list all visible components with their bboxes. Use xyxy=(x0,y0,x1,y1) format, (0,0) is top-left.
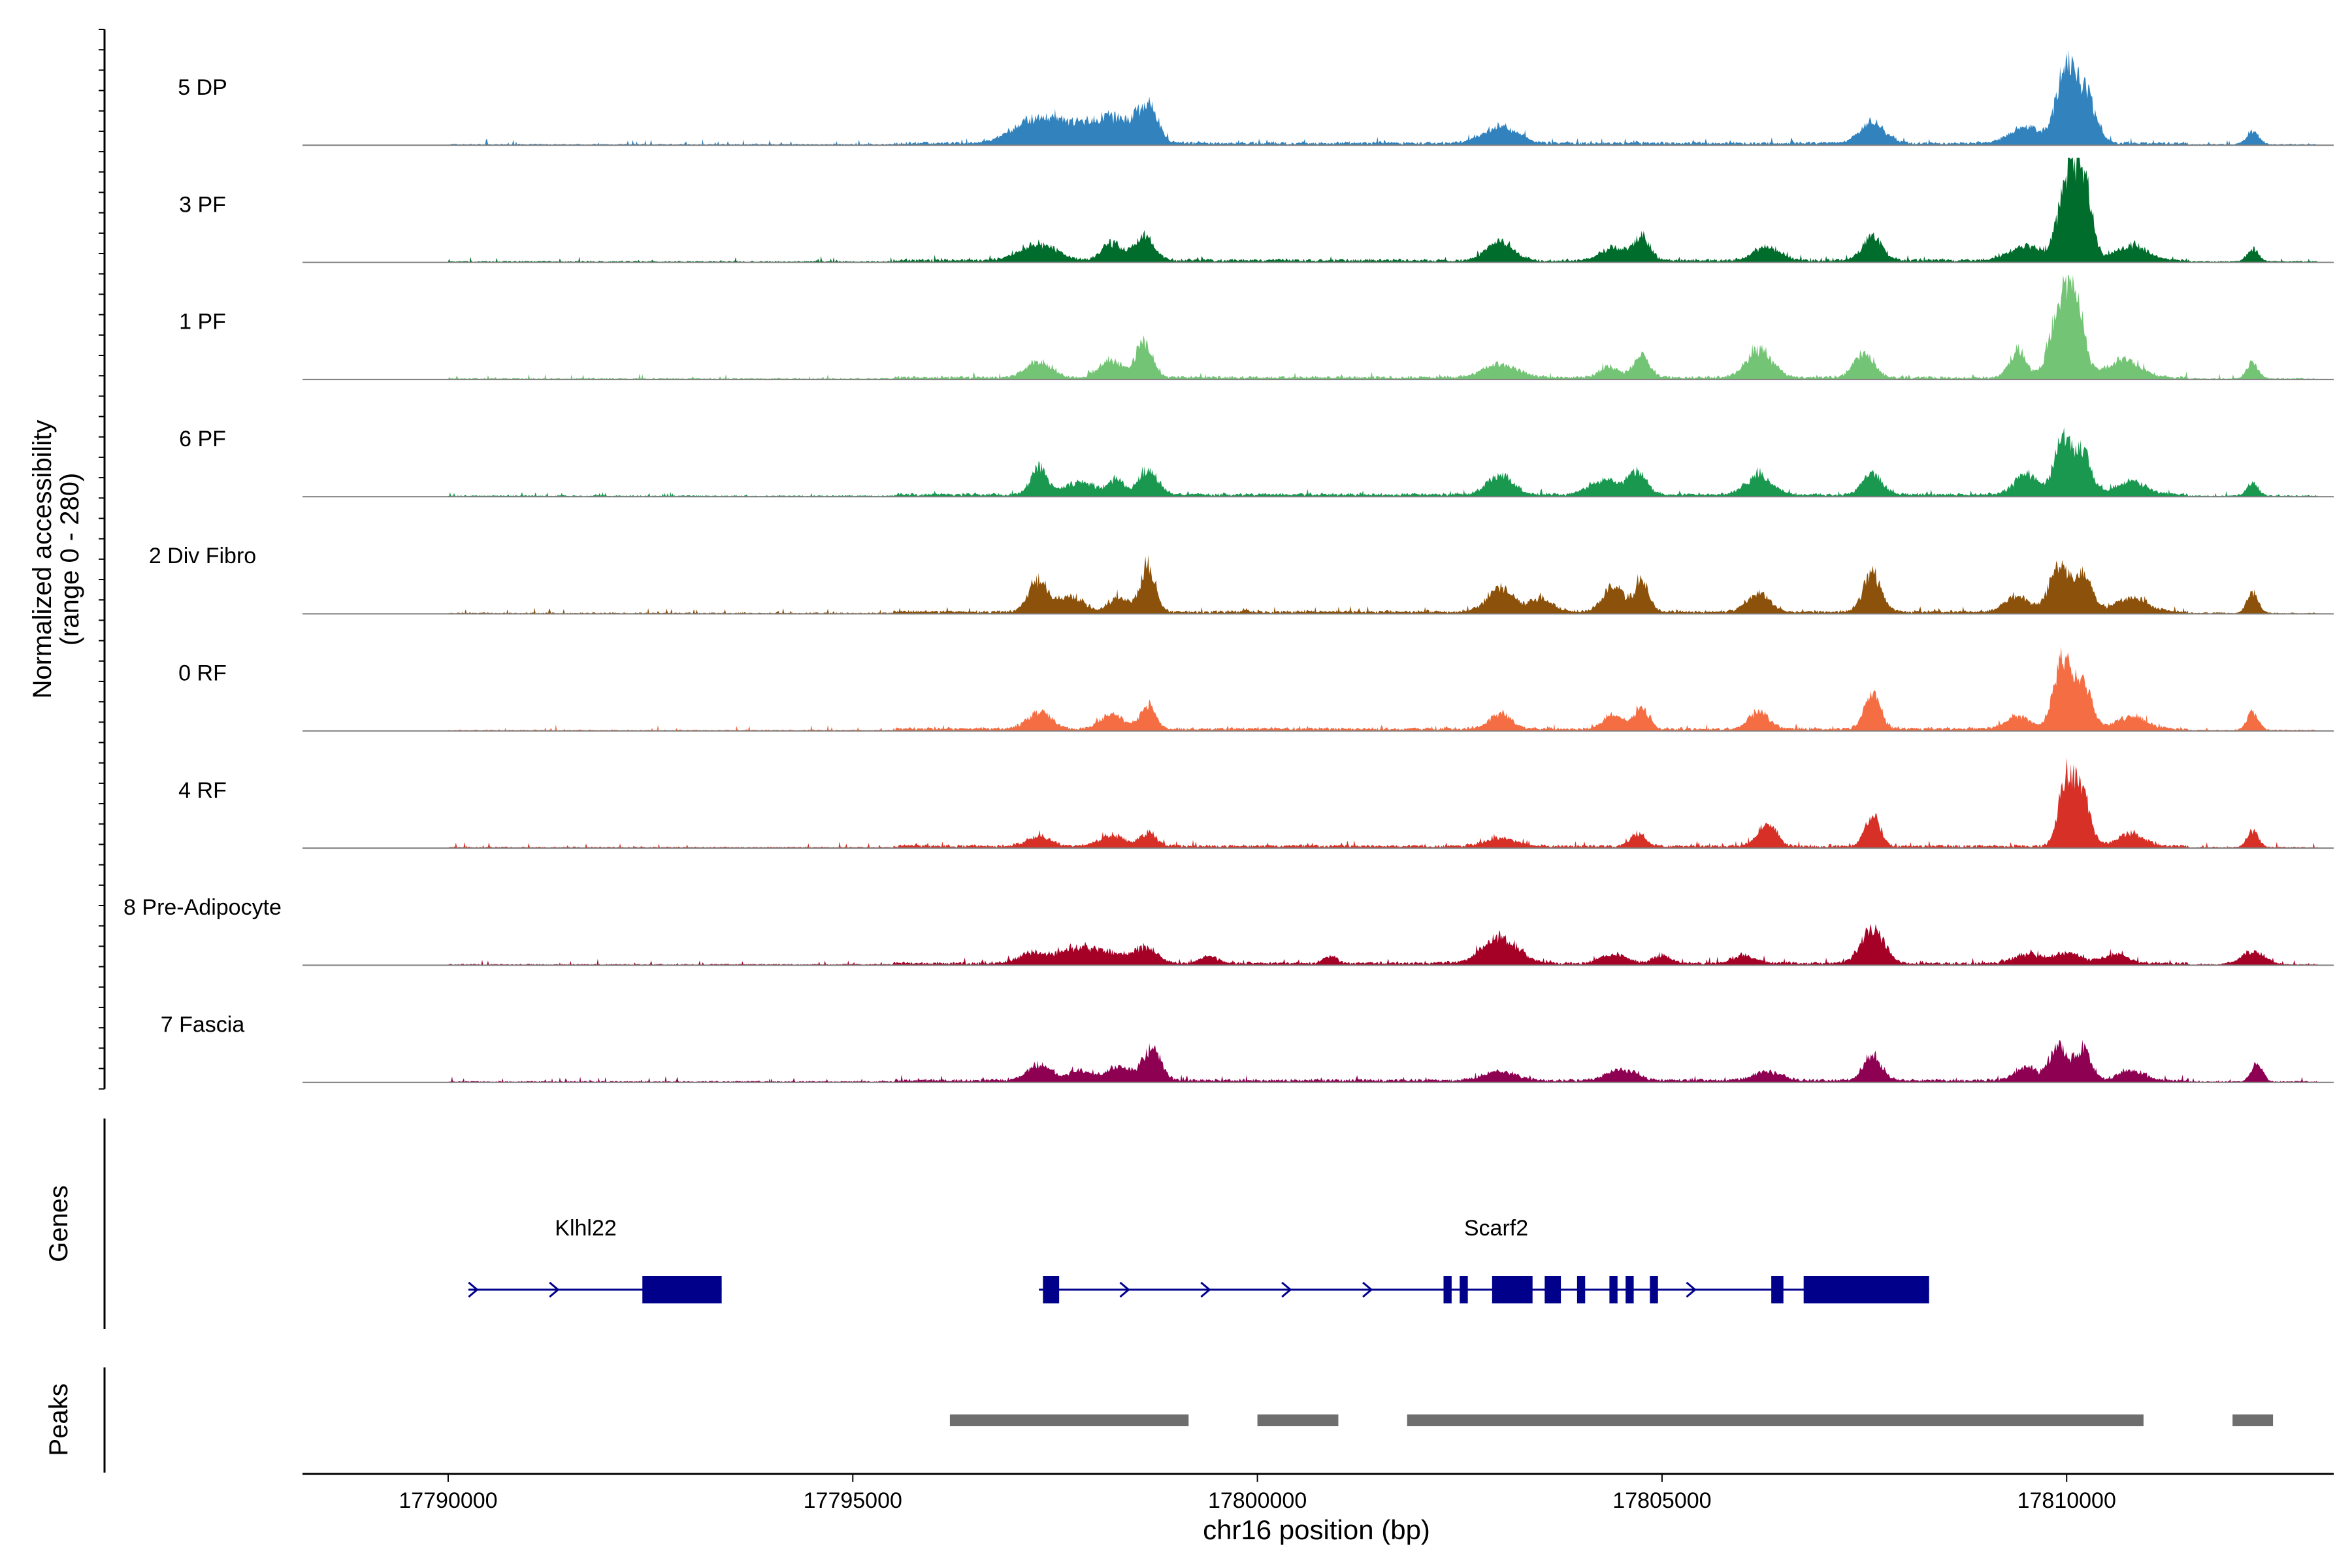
strand-arrow xyxy=(1200,1281,1211,1298)
coverage-area-5-dp xyxy=(448,49,2318,146)
gene-exon xyxy=(1609,1276,1618,1303)
x-tick-label: 17790000 xyxy=(399,1488,497,1513)
peak-region xyxy=(949,1414,1189,1426)
gene-label: Klhl22 xyxy=(555,1216,617,1241)
track-label: 3 PF xyxy=(179,192,226,217)
track-label: 6 PF xyxy=(179,427,226,451)
y-axis-title-line1: Normalized accessibility xyxy=(28,420,57,699)
gene-exon xyxy=(1544,1276,1561,1303)
x-tick-label: 17795000 xyxy=(804,1488,902,1513)
gene-klhl22: Klhl22 xyxy=(468,1216,722,1303)
gene-exon xyxy=(1460,1276,1468,1303)
gene-scarf2: Scarf2 xyxy=(1039,1216,1929,1303)
strand-arrow xyxy=(1362,1281,1373,1298)
track-7-fascia: 7 Fascia xyxy=(161,1012,2334,1083)
coverage-area-4-rf xyxy=(448,757,2318,849)
peaks-track-label: Peaks xyxy=(44,1383,73,1456)
gene-exon xyxy=(1803,1276,1929,1303)
coverage-area-1-pf xyxy=(448,274,2318,380)
track-label: 7 Fascia xyxy=(161,1012,245,1037)
coverage-area-0-rf xyxy=(448,646,2318,731)
gene-exon xyxy=(1443,1276,1452,1303)
gene-exon xyxy=(1771,1276,1784,1303)
track-0-rf: 0 RF xyxy=(178,646,2334,732)
x-tick-label: 17800000 xyxy=(1208,1488,1307,1513)
track-4-rf: 4 RF xyxy=(178,757,2334,849)
track-6-pf: 6 PF xyxy=(179,427,2334,498)
track-label: 8 Pre-Adipocyte xyxy=(123,895,282,920)
x-axis: 17790000 17795000 17800000 17805000 17810000 xyxy=(302,1473,2334,1513)
coverage-area-8-pre-adipocyte xyxy=(448,924,2318,966)
gene-exon xyxy=(1625,1276,1634,1303)
gene-exon xyxy=(1492,1276,1533,1303)
x-axis-title: chr16 position (bp) xyxy=(1203,1514,1430,1545)
peak-region xyxy=(1257,1414,1339,1426)
genes-track: Genes Klhl22 Scarf2 xyxy=(44,1119,1929,1329)
genes-track-label: Genes xyxy=(44,1185,73,1262)
peaks-track: Peaks xyxy=(44,1367,2274,1473)
gene-exon xyxy=(1650,1276,1658,1303)
track-label: 5 DP xyxy=(178,75,227,100)
strand-arrow xyxy=(1281,1281,1292,1298)
strand-arrow xyxy=(1686,1281,1697,1298)
coverage-area-3-pf xyxy=(448,157,2318,263)
gene-exon xyxy=(642,1276,722,1303)
peak-region xyxy=(2232,1414,2274,1426)
track-label: 2 Div Fibro xyxy=(149,544,256,568)
y-axis-title-line2: (range 0 - 280) xyxy=(56,473,84,646)
track-label: 0 RF xyxy=(178,661,227,686)
coverage-tracks: 5 DP 3 PF 1 PF 6 PF 2 Div Fibro 0 RF 4 RF 8 Pre… xyxy=(99,29,2334,1090)
track-3-pf: 3 PF xyxy=(179,157,2334,263)
strand-arrow xyxy=(1119,1281,1130,1298)
track-8-pre-adipocyte: 8 Pre-Adipocyte xyxy=(123,895,2334,966)
strand-arrow xyxy=(468,1281,479,1298)
gene-exon xyxy=(1043,1276,1060,1303)
x-tick-label: 17810000 xyxy=(2017,1488,2116,1513)
track-label: 1 PF xyxy=(179,310,226,335)
gene-label: Scarf2 xyxy=(1464,1216,1528,1241)
gene-exon xyxy=(1576,1276,1586,1303)
track-2-div-fibro: 2 Div Fibro xyxy=(149,544,2334,615)
strand-arrow xyxy=(549,1281,560,1298)
track-5-dp: 5 DP xyxy=(178,49,2334,146)
coverage-area-6-pf xyxy=(448,427,2318,497)
x-tick-label: 17805000 xyxy=(1612,1488,1711,1513)
track-label: 4 RF xyxy=(178,778,227,803)
coverage-area-2-div-fibro xyxy=(448,555,2318,614)
coverage-area-7-fascia xyxy=(448,1039,2318,1083)
track-1-pf: 1 PF xyxy=(179,274,2334,380)
peak-region xyxy=(1407,1414,2144,1426)
